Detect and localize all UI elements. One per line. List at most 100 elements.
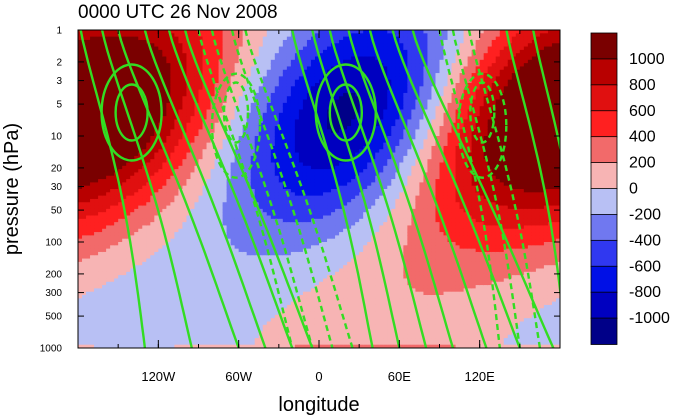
field-cell (134, 228, 139, 233)
field-cell (138, 142, 143, 147)
field-cell (150, 195, 155, 200)
field-cell (90, 162, 95, 167)
field-cell (126, 295, 131, 299)
field-cell (170, 172, 175, 177)
field-cell (78, 33, 83, 38)
field-cell (150, 298, 155, 303)
field-cell (150, 281, 155, 286)
field-cell (186, 195, 192, 200)
field-cell (174, 268, 180, 273)
field-cell (186, 192, 192, 197)
field-cell (90, 39, 95, 44)
field-cell (126, 49, 131, 54)
field-cell (126, 179, 131, 183)
field-cell (122, 308, 127, 313)
field-cell (142, 109, 147, 114)
field-cell (78, 185, 83, 190)
field-cell (118, 76, 123, 81)
field-cell (122, 189, 127, 193)
field-cell (170, 205, 175, 210)
field-cell (86, 205, 91, 210)
field-cell (90, 228, 95, 233)
field-cell (150, 265, 155, 270)
field-cell (82, 33, 87, 38)
field-cell (110, 208, 115, 213)
field-cell (174, 155, 180, 160)
field-cell (186, 169, 192, 174)
field-cell (94, 251, 99, 256)
field-cell (178, 215, 184, 220)
field-cell (86, 73, 91, 77)
field-cell (138, 139, 143, 144)
field-cell (178, 212, 184, 217)
field-cell (134, 126, 139, 130)
field-cell (118, 96, 123, 101)
field-cell (178, 344, 184, 348)
field-cell (178, 179, 184, 183)
field-cell (194, 132, 200, 137)
field-cell (158, 245, 163, 250)
field-cell (186, 116, 192, 121)
field-cell (94, 202, 99, 207)
field-cell (98, 248, 103, 253)
field-cell (126, 208, 131, 213)
field-cell (174, 83, 180, 87)
field-cell (86, 261, 91, 266)
field-cell (178, 162, 184, 167)
field-cell (110, 96, 115, 101)
field-cell (190, 76, 196, 81)
field-cell (182, 295, 188, 299)
field-cell (122, 132, 127, 137)
field-cell (174, 255, 180, 260)
field-cell (146, 116, 151, 121)
field-cell (158, 248, 163, 253)
field-cell (130, 56, 135, 61)
field-cell (102, 208, 107, 213)
field-cell (94, 208, 99, 213)
field-cell (114, 215, 119, 220)
field-cell (78, 304, 83, 309)
field-cell (150, 33, 155, 38)
field-cell (106, 112, 111, 117)
field-cell (158, 198, 163, 203)
field-cell (146, 265, 151, 270)
field-cell (94, 66, 99, 71)
field-cell (190, 59, 196, 64)
field-cell (106, 205, 111, 210)
field-cell (86, 238, 91, 243)
field-cell (150, 182, 155, 187)
field-cell (146, 126, 151, 130)
field-cell (86, 268, 91, 273)
field-cell (114, 225, 119, 230)
field-cell (170, 308, 175, 313)
field-cell (98, 228, 103, 233)
field-cell (170, 242, 175, 246)
field-cell (182, 225, 188, 230)
field-cell (126, 152, 131, 157)
field-cell (134, 59, 139, 64)
field-cell (158, 318, 163, 323)
field-cell (94, 63, 99, 68)
field-cell (86, 258, 91, 263)
field-cell (78, 328, 83, 333)
field-cell (126, 311, 131, 316)
field-cell (82, 338, 87, 342)
field-cell (162, 165, 167, 170)
field-cell (118, 83, 123, 87)
field-cell (194, 30, 200, 34)
field-cell (98, 175, 103, 180)
field-cell (166, 129, 171, 134)
field-cell (190, 314, 196, 319)
field-cell (86, 169, 91, 174)
field-cell (78, 215, 83, 220)
field-cell (154, 324, 159, 329)
field-cell (174, 165, 180, 170)
field-cell (186, 129, 192, 134)
field-cell (82, 126, 87, 130)
field-cell (150, 235, 155, 240)
field-cell (110, 344, 115, 348)
field-cell (86, 285, 91, 289)
field-cell (158, 182, 163, 187)
field-cell (126, 89, 131, 94)
field-cell (86, 245, 91, 250)
